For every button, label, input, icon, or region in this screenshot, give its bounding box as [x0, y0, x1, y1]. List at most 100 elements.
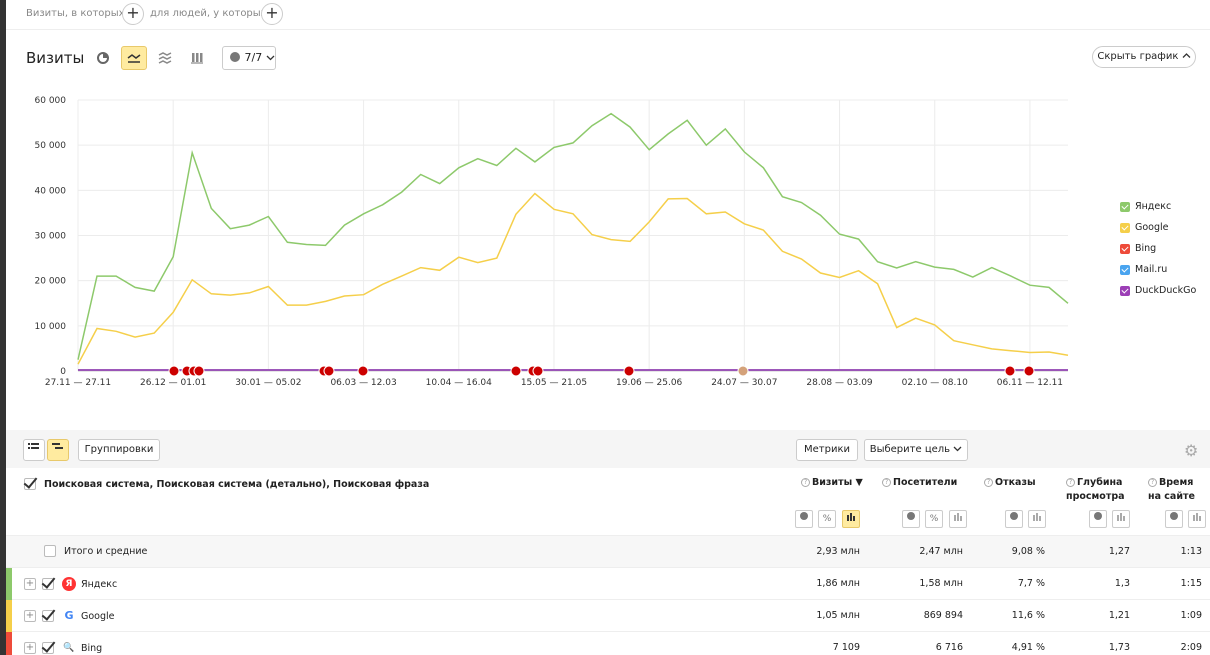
help-icon[interactable]: ?: [882, 478, 891, 487]
visitors-bars-toggle[interactable]: [949, 510, 967, 528]
legend-item-duckduckgo[interactable]: DuckDuckGo: [1120, 280, 1196, 301]
legend-checkbox[interactable]: [1120, 222, 1130, 233]
x-tick-label: 26.12 — 01.01: [140, 378, 206, 388]
legend-checkbox[interactable]: [1120, 285, 1130, 296]
hide-chart-button[interactable]: Скрыть график: [1092, 46, 1196, 68]
bing-icon: 🔍: [63, 643, 75, 653]
groupings-button[interactable]: Группировки: [78, 439, 160, 461]
visitors-percent-toggle[interactable]: %: [925, 510, 943, 528]
legend-checkbox[interactable]: [1120, 201, 1130, 212]
tree-view-button[interactable]: [47, 439, 69, 461]
expand-row-button[interactable]: +: [24, 642, 36, 654]
annotation-marker: [510, 365, 522, 377]
help-icon[interactable]: ?: [984, 478, 993, 487]
bounces-pie-toggle[interactable]: [1005, 510, 1023, 528]
x-tick-label: 28.08 — 03.09: [806, 378, 873, 388]
annotation-marker: [737, 365, 749, 377]
expand-row-button[interactable]: +: [24, 610, 36, 622]
row-checkbox[interactable]: [42, 642, 54, 654]
row-checkbox[interactable]: [42, 578, 54, 590]
legend-checkbox[interactable]: [1120, 264, 1130, 275]
time-column-header[interactable]: ? Время на сайте: [1148, 476, 1195, 504]
time-pie-toggle[interactable]: [1165, 510, 1183, 528]
y-tick-label: 0: [60, 367, 66, 377]
bounces-bars-toggle[interactable]: [1028, 510, 1046, 528]
depth-column-header[interactable]: ? Глубина просмотра: [1066, 476, 1125, 504]
add-people-segment-button[interactable]: +: [261, 3, 283, 25]
chevron-up-icon: [1182, 53, 1191, 58]
annotation-marker: [623, 365, 635, 377]
visits-line-chart: 60 000 50 000 40 000 30 000 20 000 10 000 027.…: [35, 96, 1069, 388]
legend-item-yandex[interactable]: Яндекс: [1120, 196, 1196, 217]
line-chart-button[interactable]: [121, 46, 147, 70]
page-title: Визиты: [26, 49, 85, 67]
legend-item-google[interactable]: Google: [1120, 217, 1196, 238]
tree-icon: [52, 443, 63, 449]
pie-chart-icon: [97, 52, 109, 64]
row-color-bar: [6, 632, 12, 655]
x-tick-label: 19.06 — 25.06: [616, 378, 683, 388]
pie-chart-button[interactable]: [90, 46, 116, 70]
annotation-marker: [532, 365, 544, 377]
time-header-label-2: на сайте: [1148, 491, 1195, 502]
segment-bar: Визиты, в которых + для людей, у которых…: [6, 0, 1210, 30]
table-row[interactable]: + G Google 1,05 млн 869 894 11,6 % 1,21 …: [6, 600, 1210, 632]
goal-select[interactable]: Выберите цель: [864, 439, 968, 461]
y-tick-label: 30 000: [35, 232, 67, 242]
depth-pie-toggle[interactable]: [1089, 510, 1107, 528]
visits-percent-toggle[interactable]: %: [818, 510, 836, 528]
row-time: 2:09: [1180, 642, 1202, 653]
depth-bars-toggle[interactable]: [1112, 510, 1130, 528]
legend-label: Bing: [1135, 243, 1157, 254]
totals-label: Итого и средние: [64, 545, 148, 557]
totals-visits: 2,93 млн: [816, 546, 860, 557]
table-row[interactable]: + Я Яндекс 1,86 млн 1,58 млн 7,7 % 1,3 1…: [6, 568, 1210, 600]
expand-row-button[interactable]: +: [24, 578, 36, 590]
settings-gear-icon[interactable]: ⚙: [1184, 441, 1199, 460]
row-label: Bing: [81, 642, 103, 654]
bar-chart-button[interactable]: [184, 46, 210, 70]
totals-checkbox[interactable]: [44, 545, 56, 557]
x-tick-label: 24.07 — 30.07: [711, 378, 777, 388]
metrics-button[interactable]: Метрики: [796, 439, 858, 461]
x-tick-label: 30.01 — 05.02: [235, 378, 301, 388]
y-tick-label: 20 000: [35, 277, 67, 287]
visitors-column-header[interactable]: ? Посетители: [882, 476, 957, 490]
area-chart-button[interactable]: [152, 46, 178, 70]
row-bounces: 4,91 %: [1011, 642, 1045, 653]
series-line-Google: [77, 192, 1069, 365]
visitors-pie-toggle[interactable]: [902, 510, 920, 528]
legend-item-mailru[interactable]: Mail.ru: [1120, 259, 1196, 280]
annotations-select[interactable]: 7/7: [222, 46, 276, 70]
area-chart-icon: [158, 52, 172, 64]
totals-time: 1:13: [1180, 546, 1202, 557]
row-visits: 1,05 млн: [816, 610, 860, 621]
time-bars-toggle[interactable]: [1188, 510, 1206, 528]
totals-depth: 1,27: [1108, 546, 1130, 557]
dimension-header[interactable]: Поисковая система, Поисковая система (де…: [24, 478, 429, 490]
line-chart-icon: [127, 54, 141, 63]
dimension-checkbox[interactable]: [24, 478, 36, 490]
visits-bars-toggle[interactable]: [842, 510, 860, 528]
table-row[interactable]: + 🔍 Bing 7 109 6 716 4,91 % 1,73 2:09: [6, 632, 1210, 655]
visits-column-header[interactable]: ? Визиты ▼: [801, 476, 863, 490]
help-icon[interactable]: ?: [1148, 478, 1157, 487]
row-visits: 1,86 млн: [816, 578, 860, 589]
visitors-header-label: Посетители: [893, 477, 958, 488]
totals-label-cell: Итого и средние: [44, 545, 147, 557]
row-label-cell: + G Google: [24, 609, 115, 623]
row-checkbox[interactable]: [42, 610, 54, 622]
x-tick-label: 27.11 — 27.11: [45, 378, 111, 388]
help-icon[interactable]: ?: [1066, 478, 1075, 487]
add-visit-segment-button[interactable]: +: [122, 3, 144, 25]
legend-checkbox[interactable]: [1120, 243, 1130, 254]
flat-view-button[interactable]: [23, 439, 45, 461]
table-toolbar: Группировки Метрики Выберите цель: [6, 430, 1210, 468]
series-line-Яндекс: [77, 112, 1069, 360]
visits-pie-toggle[interactable]: [795, 510, 813, 528]
bounces-column-header[interactable]: ? Отказы: [984, 476, 1036, 490]
help-icon[interactable]: ?: [801, 478, 810, 487]
x-tick-label: 06.11 — 12.11: [997, 378, 1063, 388]
row-depth: 1,21: [1108, 610, 1130, 621]
legend-item-bing[interactable]: Bing: [1120, 238, 1196, 259]
